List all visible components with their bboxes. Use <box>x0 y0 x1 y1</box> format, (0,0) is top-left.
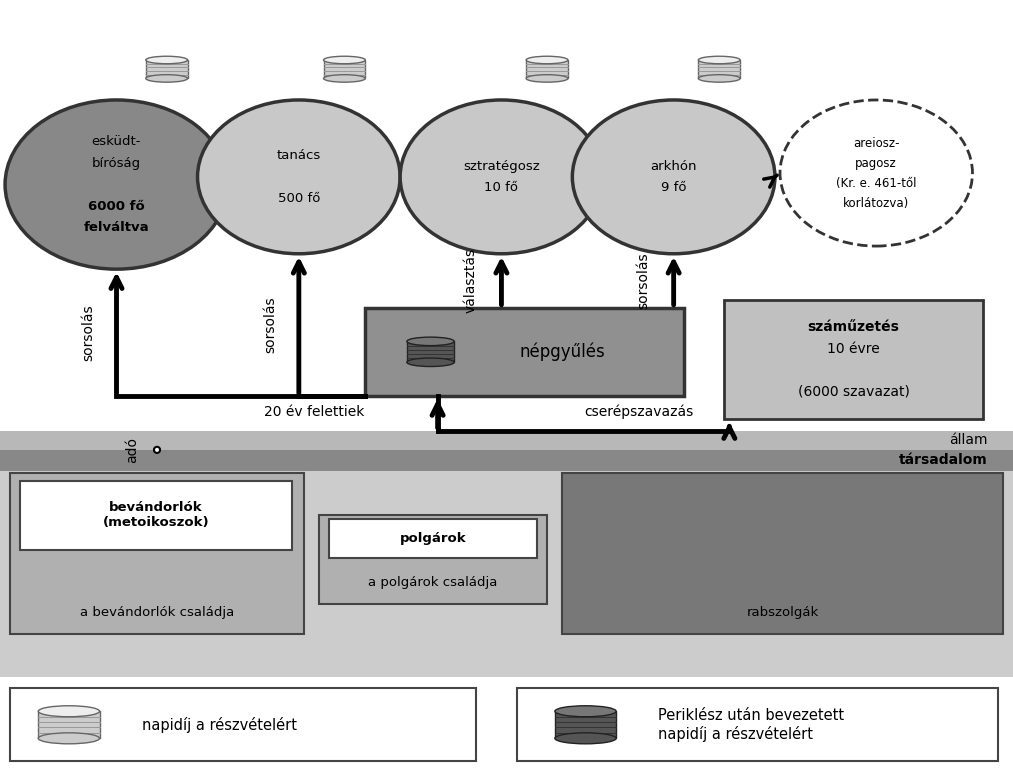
Ellipse shape <box>526 75 568 82</box>
Text: társadalom: társadalom <box>899 453 988 468</box>
Ellipse shape <box>407 337 454 345</box>
Ellipse shape <box>698 75 741 82</box>
Text: rabszolgák: rabszolgák <box>747 607 819 619</box>
Text: areiosz-: areiosz- <box>853 137 900 149</box>
FancyBboxPatch shape <box>329 519 537 558</box>
Text: sorsolás: sorsolás <box>81 305 95 361</box>
Text: 20 év felettiek: 20 év felettiek <box>264 405 365 419</box>
Ellipse shape <box>555 733 616 744</box>
Ellipse shape <box>5 100 228 269</box>
Text: adó: adó <box>125 437 139 463</box>
Text: Periklész után bevezetett
napidíj a részvételért: Periklész után bevezetett napidíj a rész… <box>658 708 845 741</box>
FancyBboxPatch shape <box>20 481 292 550</box>
Ellipse shape <box>198 100 400 254</box>
Text: esküdt-: esküdt- <box>92 135 141 148</box>
FancyBboxPatch shape <box>724 300 983 419</box>
Text: bevándorlók
(metoikoszok): bevándorlók (metoikoszok) <box>102 501 210 529</box>
Text: a polgárok családja: a polgárok családja <box>369 576 497 588</box>
Ellipse shape <box>323 56 366 64</box>
FancyBboxPatch shape <box>526 60 568 78</box>
Text: 9 fő: 9 fő <box>660 181 687 194</box>
Text: sorsolás: sorsolás <box>263 297 278 353</box>
Text: 10 fő: 10 fő <box>484 181 519 194</box>
Ellipse shape <box>146 75 187 82</box>
FancyBboxPatch shape <box>517 688 998 761</box>
Text: 6000 fő: 6000 fő <box>88 200 145 212</box>
FancyBboxPatch shape <box>38 711 99 738</box>
Text: 10 évre: 10 évre <box>827 341 880 356</box>
Text: állam: állam <box>949 433 988 448</box>
FancyBboxPatch shape <box>407 341 454 362</box>
Text: választás: választás <box>464 248 478 313</box>
Ellipse shape <box>323 75 366 82</box>
Text: korlátozva): korlátozva) <box>843 197 910 209</box>
FancyBboxPatch shape <box>10 688 476 761</box>
Ellipse shape <box>146 56 187 64</box>
FancyBboxPatch shape <box>323 60 366 78</box>
Text: népgyűlés: népgyűlés <box>520 342 606 361</box>
FancyBboxPatch shape <box>555 711 616 738</box>
FancyBboxPatch shape <box>0 431 1013 450</box>
Text: felváltva: felváltva <box>84 221 149 234</box>
Ellipse shape <box>698 56 741 64</box>
Text: (6000 szavazat): (6000 szavazat) <box>797 384 910 399</box>
FancyBboxPatch shape <box>146 60 187 78</box>
Text: bíróság: bíróság <box>92 157 141 169</box>
Text: sorsolás: sorsolás <box>636 252 650 309</box>
Text: (Kr. e. 461-től: (Kr. e. 461-től <box>836 177 917 189</box>
FancyBboxPatch shape <box>0 471 1013 677</box>
Ellipse shape <box>407 358 454 367</box>
Text: a bevándorlók családja: a bevándorlók családja <box>80 607 234 619</box>
Text: pagosz: pagosz <box>855 157 898 169</box>
Ellipse shape <box>400 100 603 254</box>
Text: polgárok: polgárok <box>400 532 466 544</box>
Ellipse shape <box>572 100 775 254</box>
Text: tanács: tanács <box>277 149 321 161</box>
Text: napidíj a részvételért: napidíj a részvételért <box>142 717 297 733</box>
Text: száműzetés: száműzetés <box>807 320 900 335</box>
FancyBboxPatch shape <box>698 60 741 78</box>
FancyBboxPatch shape <box>0 450 1013 471</box>
Ellipse shape <box>38 706 99 717</box>
Text: cserépszavazás: cserépszavazás <box>585 404 694 419</box>
Ellipse shape <box>555 706 616 717</box>
Text: sztratégosz: sztratégosz <box>463 160 540 172</box>
Ellipse shape <box>38 733 99 744</box>
FancyBboxPatch shape <box>10 473 304 634</box>
FancyBboxPatch shape <box>562 473 1003 634</box>
Text: 500 fő: 500 fő <box>278 192 320 205</box>
FancyBboxPatch shape <box>365 308 684 396</box>
Text: arkhón: arkhón <box>650 160 697 172</box>
Ellipse shape <box>780 100 972 246</box>
FancyBboxPatch shape <box>319 515 547 604</box>
Ellipse shape <box>526 56 568 64</box>
